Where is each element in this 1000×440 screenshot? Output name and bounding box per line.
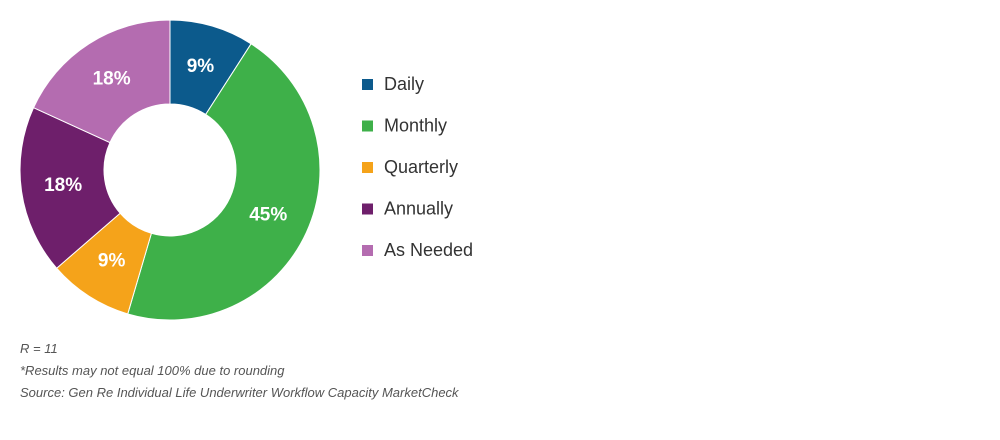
- slice-label-monthly: 45%: [249, 204, 287, 225]
- chart-notes: R = 11 *Results may not equal 100% due t…: [20, 338, 459, 404]
- legend-swatch-monthly: [362, 120, 373, 132]
- legend-swatch-quarterly: [362, 162, 373, 173]
- legend-label-as-needed: As Needed: [384, 240, 473, 260]
- donut-slices: [19, 19, 321, 321]
- rounding-note: *Results may not equal 100% due to round…: [20, 363, 285, 378]
- slice-label-daily: 9%: [187, 56, 215, 77]
- chart-legend: Daily Monthly Quarterly Annually As Needed: [362, 74, 473, 260]
- legend-swatch-annually: [362, 203, 373, 215]
- slice-label-quarterly: 9%: [98, 250, 126, 271]
- legend-swatch-daily: [362, 79, 373, 90]
- legend-label-quarterly: Quarterly: [384, 157, 458, 177]
- respondents-note: R = 11: [20, 341, 58, 356]
- slice-as-needed: [32, 19, 171, 144]
- slice-monthly: [127, 43, 321, 321]
- legend-label-annually: Annually: [384, 199, 453, 219]
- legend-label-monthly: Monthly: [384, 116, 447, 136]
- slice-labels: 9% 45% 9% 18% 18%: [44, 56, 287, 271]
- legend-label-daily: Daily: [384, 74, 424, 94]
- slice-annually: [19, 107, 121, 269]
- source-note: Source: Gen Re Individual Life Underwrit…: [20, 385, 459, 400]
- slice-label-as-needed: 18%: [93, 69, 131, 90]
- slice-label-annually: 18%: [44, 175, 82, 196]
- legend-swatch-as-needed: [362, 245, 373, 256]
